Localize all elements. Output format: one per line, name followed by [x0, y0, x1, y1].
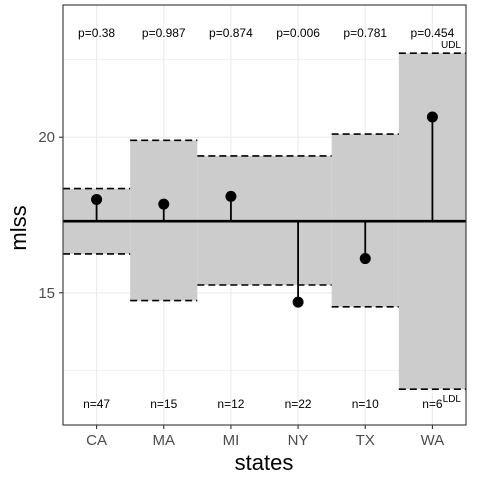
x-axis-title: states: [235, 450, 294, 475]
x-tick-label: WA: [421, 432, 445, 449]
ldl-label: LDL: [443, 394, 462, 405]
p-value-label: p=0.454: [411, 26, 455, 40]
decision-limits: [63, 52, 466, 391]
n-label: n=6: [422, 397, 443, 411]
x-tick-label: TX: [356, 432, 375, 449]
x-tick-label: MI: [223, 432, 240, 449]
data-point: [225, 190, 237, 202]
annotations: p=0.38 p=0.987 p=0.874 p=0.006 p=0.781 p=0.45…: [78, 26, 461, 411]
n-label: n=10: [352, 397, 379, 411]
data-points: [91, 111, 438, 308]
panel-border: [62, 4, 467, 426]
n-label: n=22: [285, 397, 312, 411]
n-label: n=47: [83, 397, 110, 411]
n-label: n=15: [150, 397, 177, 411]
p-value-label: p=0.781: [343, 26, 387, 40]
data-point: [426, 111, 438, 123]
data-point: [158, 198, 170, 210]
udl-label: UDL: [441, 40, 461, 51]
data-point: [91, 193, 103, 205]
x-tick-label: MA: [153, 432, 176, 449]
p-value-label: p=0.987: [142, 26, 186, 40]
y-tick-label: 15: [38, 285, 55, 302]
p-value-label: p=0.874: [209, 26, 253, 40]
p-value-label: p=0.38: [78, 26, 115, 40]
x-tick-label: CA: [86, 432, 107, 449]
data-point: [292, 296, 304, 308]
data-point: [359, 253, 371, 265]
n-label: n=12: [217, 397, 244, 411]
x-tick-label: NY: [288, 432, 309, 449]
p-value-label: p=0.006: [276, 26, 320, 40]
y-tick-label: 20: [38, 129, 55, 146]
axes: 15 20 CA MA MI NY TX WA: [38, 129, 444, 449]
y-axis-title: mlss: [6, 205, 31, 250]
